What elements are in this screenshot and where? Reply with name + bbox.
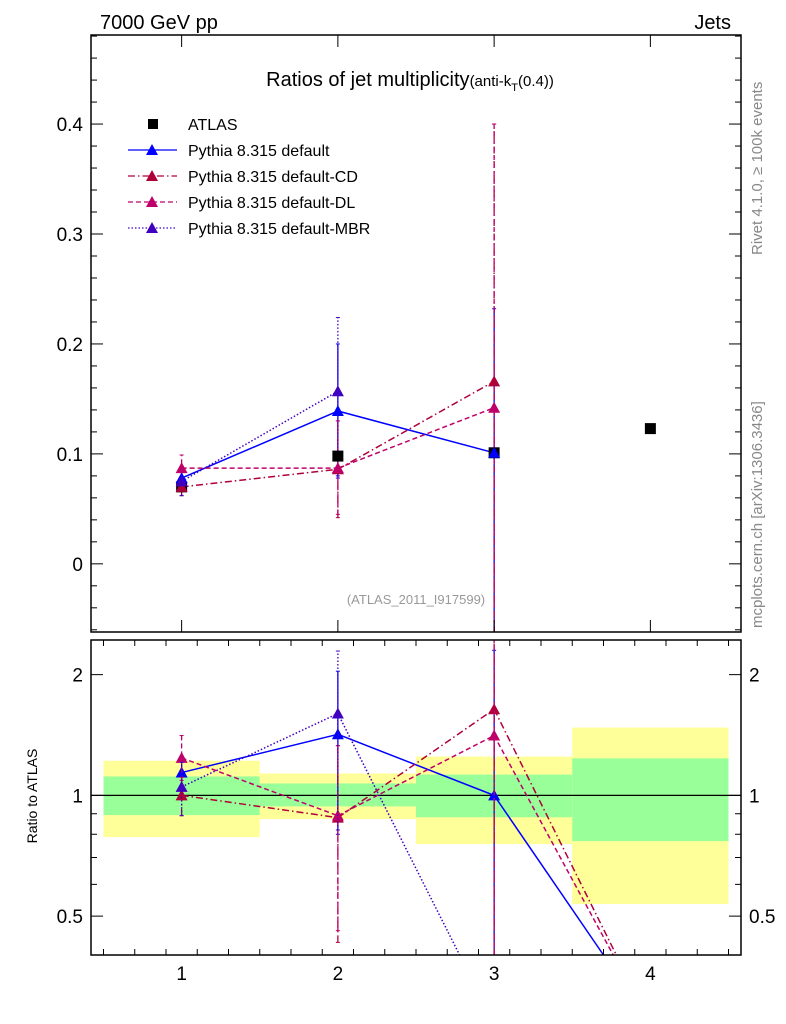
x-tick-label: 4 <box>645 964 656 985</box>
ratio-plot: 0.5 0.5 1 1 2 2 1 2 3 4 <box>57 639 775 985</box>
ratio-y-tick-label-right: 1 <box>749 786 760 807</box>
legend-label: Pythia 8.315 default-MBR <box>188 221 370 238</box>
title-main: Ratios of jet multiplicity <box>266 69 469 91</box>
mc-data-point <box>488 446 501 458</box>
main-data <box>175 123 656 633</box>
ratio-data <box>91 640 741 956</box>
ratio-data-point <box>331 707 344 719</box>
mc-data-point <box>488 401 501 413</box>
ratio-series-line <box>337 734 495 817</box>
ratio-y-tick-label: 1 <box>72 786 83 807</box>
title-suffix: (anti-k <box>470 73 512 90</box>
main-frame <box>90 34 742 633</box>
ratio-series-line <box>493 708 618 956</box>
title-end: (0.4)) <box>518 73 554 90</box>
uncertainty-band-inner <box>572 758 729 842</box>
ratio-data-point <box>488 729 501 741</box>
ratio-y-tick-label: 0.5 <box>57 907 83 928</box>
ratio-data-point <box>175 780 188 792</box>
main-plot: 0 0.1 0.2 0.3 0.4 <box>57 34 742 633</box>
legend-atlas-marker <box>148 119 158 129</box>
header-right: Jets <box>694 12 731 34</box>
ratio-series-line <box>337 708 495 819</box>
mc-data-point <box>175 475 188 487</box>
series-line <box>181 410 339 479</box>
mc-data-point <box>175 462 188 474</box>
legend-label: Pythia 8.315 default-CD <box>188 169 358 186</box>
y-tick-label: 0.1 <box>57 445 83 466</box>
ratio-y-tick-label: 2 <box>72 666 83 687</box>
mc-data-point <box>488 375 501 387</box>
plot-title: Ratios of jet multiplicity(anti-kT(0.4)) <box>266 69 554 94</box>
ratio-series-line <box>493 794 605 956</box>
ratio-series-line <box>337 733 495 797</box>
mc-data-point <box>331 385 344 397</box>
series-line <box>337 380 495 470</box>
title-sub: T <box>511 82 518 94</box>
legend: ATLAS Pythia 8.315 default Pythia 8.315 de… <box>128 117 370 238</box>
x-tick-label: 3 <box>489 964 500 985</box>
ratio-ylabel: Ratio to ATLAS <box>24 749 40 844</box>
ratio-y-tick-label-right: 2 <box>749 666 760 687</box>
ratio-data-point <box>488 703 501 715</box>
y-tick-label: 0.2 <box>57 335 83 356</box>
y-tick-label: 0.3 <box>57 225 83 246</box>
mc-data-point <box>331 405 344 417</box>
ratio-series-line <box>181 757 339 817</box>
y-tick-label: 0.4 <box>57 115 84 136</box>
legend-label: Pythia 8.315 default <box>188 143 330 160</box>
ratio-data-point <box>175 751 188 763</box>
ratio-series-line <box>181 733 339 774</box>
series-line <box>337 407 495 469</box>
x-tick-label: 2 <box>333 964 344 985</box>
ratio-series-line <box>181 794 338 819</box>
legend-marker <box>146 144 158 155</box>
ratio-data-point <box>175 789 188 801</box>
mc-data-point <box>331 462 344 474</box>
x-tick-label: 1 <box>176 964 187 985</box>
series-line <box>181 468 338 488</box>
ratio-y-tick-label-right: 0.5 <box>749 907 775 928</box>
ratio-series-line <box>337 713 461 956</box>
atlas-data-point <box>644 423 656 435</box>
series-line <box>337 410 495 454</box>
rivet-label: Rivet 4.1.0, ≥ 100k events <box>749 82 766 255</box>
legend-marker <box>146 196 158 207</box>
header-left: 7000 GeV pp <box>100 12 218 34</box>
y-tick-label: 0 <box>72 555 83 576</box>
ratio-series-line <box>493 735 614 956</box>
legend-marker <box>146 170 158 181</box>
legend-label: ATLAS <box>188 117 238 134</box>
ratio-data-point <box>331 728 344 740</box>
legend-label: Pythia 8.315 default-DL <box>188 195 355 212</box>
mcplots-label: mcplots.cern.ch [arXiv:1306.3436] <box>749 401 766 628</box>
legend-marker <box>146 222 158 233</box>
analysis-tag: (ATLAS_2011_I917599) <box>347 592 485 607</box>
atlas-data-point <box>332 450 344 462</box>
ratio-series-line <box>181 712 339 788</box>
